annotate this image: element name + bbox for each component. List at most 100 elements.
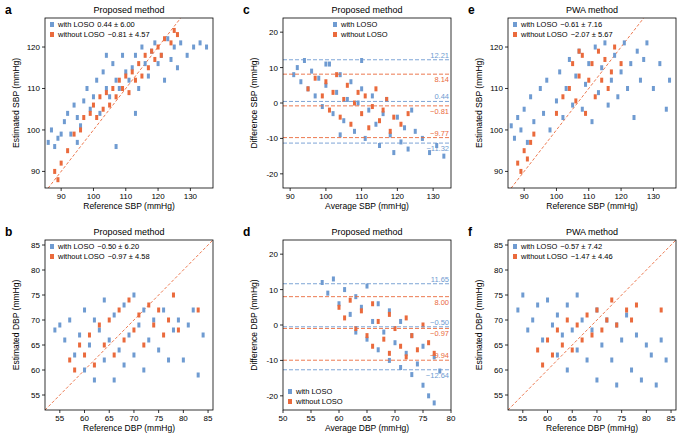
- x-label: Average DBP (mmHg): [325, 423, 409, 433]
- x-tick: [190, 188, 191, 191]
- point: [177, 318, 180, 323]
- point: [374, 122, 377, 127]
- point: [650, 353, 653, 358]
- y-tick: [42, 270, 45, 271]
- y-tick: [505, 47, 508, 48]
- title: Proposed method: [331, 5, 402, 15]
- plot-area: [283, 276, 451, 405]
- point: [332, 111, 335, 116]
- point: [63, 119, 66, 124]
- point: [82, 98, 85, 103]
- y-tick-label: 10: [269, 286, 278, 295]
- point: [199, 40, 202, 45]
- legend-entry: with LOSO: [340, 20, 377, 29]
- point: [177, 328, 180, 333]
- ref-label: −12.64: [426, 371, 449, 380]
- point: [516, 161, 519, 166]
- point: [103, 358, 106, 363]
- y-tick: [280, 289, 283, 290]
- point: [93, 363, 96, 368]
- point: [89, 111, 92, 116]
- y-tick: [280, 395, 283, 396]
- point: [150, 49, 153, 54]
- point: [82, 115, 85, 120]
- point: [594, 45, 597, 50]
- legend-marker: [288, 389, 292, 394]
- y-tick-label: 80: [31, 266, 40, 275]
- point: [595, 378, 598, 383]
- y-label: Estimated DBP (mmHg): [11, 280, 21, 371]
- point: [53, 144, 56, 149]
- point: [371, 93, 374, 98]
- point: [132, 353, 135, 358]
- ref-label: 12.21: [430, 51, 449, 60]
- point: [541, 338, 544, 343]
- title: Proposed method: [93, 5, 164, 15]
- legend-entry: with LOSO−0.61 ± 7.16: [520, 20, 602, 29]
- y-tick: [505, 395, 508, 396]
- x-tick: [183, 410, 184, 413]
- ref-line: [283, 283, 451, 284]
- point: [658, 61, 661, 66]
- point: [382, 108, 385, 113]
- point: [86, 86, 89, 91]
- point: [142, 368, 145, 373]
- point: [371, 344, 374, 349]
- legend-stats: −0.57 ± 7.42: [560, 242, 602, 251]
- point: [339, 132, 342, 137]
- point: [172, 328, 175, 333]
- legend-marker: [513, 32, 517, 37]
- point: [121, 86, 124, 91]
- point: [388, 351, 391, 356]
- point: [407, 147, 410, 152]
- point: [532, 119, 535, 124]
- legend-stats: −0.81 ± 4.57: [108, 30, 150, 39]
- point: [591, 61, 594, 66]
- legend-name: without LOSO: [520, 252, 568, 261]
- point: [367, 108, 370, 113]
- y-tick: [280, 325, 283, 326]
- legend-name: without LOSO: [520, 30, 568, 39]
- legend-entry: with LOSO0.44 ± 6.00: [57, 20, 135, 29]
- point: [556, 328, 559, 333]
- point: [357, 90, 360, 95]
- point: [140, 45, 143, 50]
- y-label: Estimated DBP (mmHg): [474, 280, 484, 371]
- y-tick-label: -20: [266, 392, 278, 401]
- point: [98, 323, 101, 328]
- x-tick-label: 90: [57, 192, 66, 201]
- point: [68, 318, 71, 323]
- y-tick: [505, 129, 508, 130]
- point: [349, 79, 352, 84]
- point: [382, 330, 385, 335]
- y-tick: [42, 395, 45, 396]
- point: [367, 125, 370, 130]
- point: [416, 361, 419, 366]
- point: [620, 61, 623, 66]
- point: [118, 348, 121, 353]
- point: [121, 53, 124, 58]
- y-tick: [42, 171, 45, 172]
- point: [526, 328, 529, 333]
- y-tick-label: 60: [494, 366, 503, 375]
- point: [170, 57, 173, 62]
- point: [105, 53, 108, 58]
- point: [566, 368, 569, 373]
- point: [600, 78, 603, 83]
- frame: [45, 240, 213, 410]
- point: [152, 323, 155, 328]
- point: [586, 358, 589, 363]
- point: [392, 115, 395, 120]
- point: [639, 78, 642, 83]
- y-tick-label: -10: [266, 356, 278, 365]
- x-tick-label: 110: [582, 192, 595, 201]
- point: [115, 94, 118, 99]
- x-tick-label: 110: [355, 192, 368, 201]
- x-tick: [367, 410, 368, 413]
- y-tick: [280, 103, 283, 104]
- x-label: Reference SBP (mmHg): [83, 201, 175, 211]
- x-tick: [339, 410, 340, 413]
- figure: 9010011012013090100110120Proposed method…: [0, 0, 685, 438]
- panel-letter: e: [468, 3, 475, 17]
- point: [422, 344, 425, 349]
